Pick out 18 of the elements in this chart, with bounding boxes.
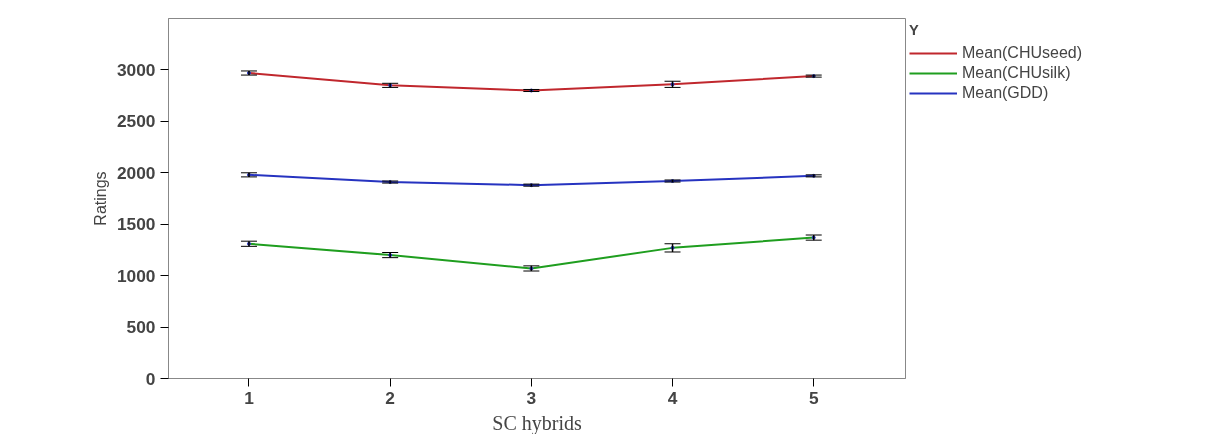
legend-title: Y (909, 22, 920, 38)
y-axis-title: Ratings (91, 171, 109, 226)
x-tick-label: 5 (808, 387, 819, 408)
y-tick-label: 3000 (116, 59, 156, 80)
y-tick-label: 500 (126, 317, 156, 338)
x-tick-label: 4 (667, 387, 678, 408)
y-tick-label: 2000 (116, 162, 156, 183)
legend-label: Mean(CHUseed) (962, 44, 1083, 62)
y-tick-label: 1500 (116, 214, 156, 235)
x-axis-title: SC hybrids (492, 411, 582, 434)
y-tick-label: 2500 (116, 111, 156, 132)
y-tick-label: 1000 (116, 265, 156, 286)
y-tick-label: 0 (145, 368, 156, 389)
x-tick-label: 2 (385, 387, 395, 408)
legend-label: Mean(CHUsilk) (962, 64, 1071, 82)
x-tick-label: 1 (244, 387, 255, 408)
x-tick-label: 3 (526, 387, 537, 408)
legend-label: Mean(GDD) (962, 84, 1049, 102)
